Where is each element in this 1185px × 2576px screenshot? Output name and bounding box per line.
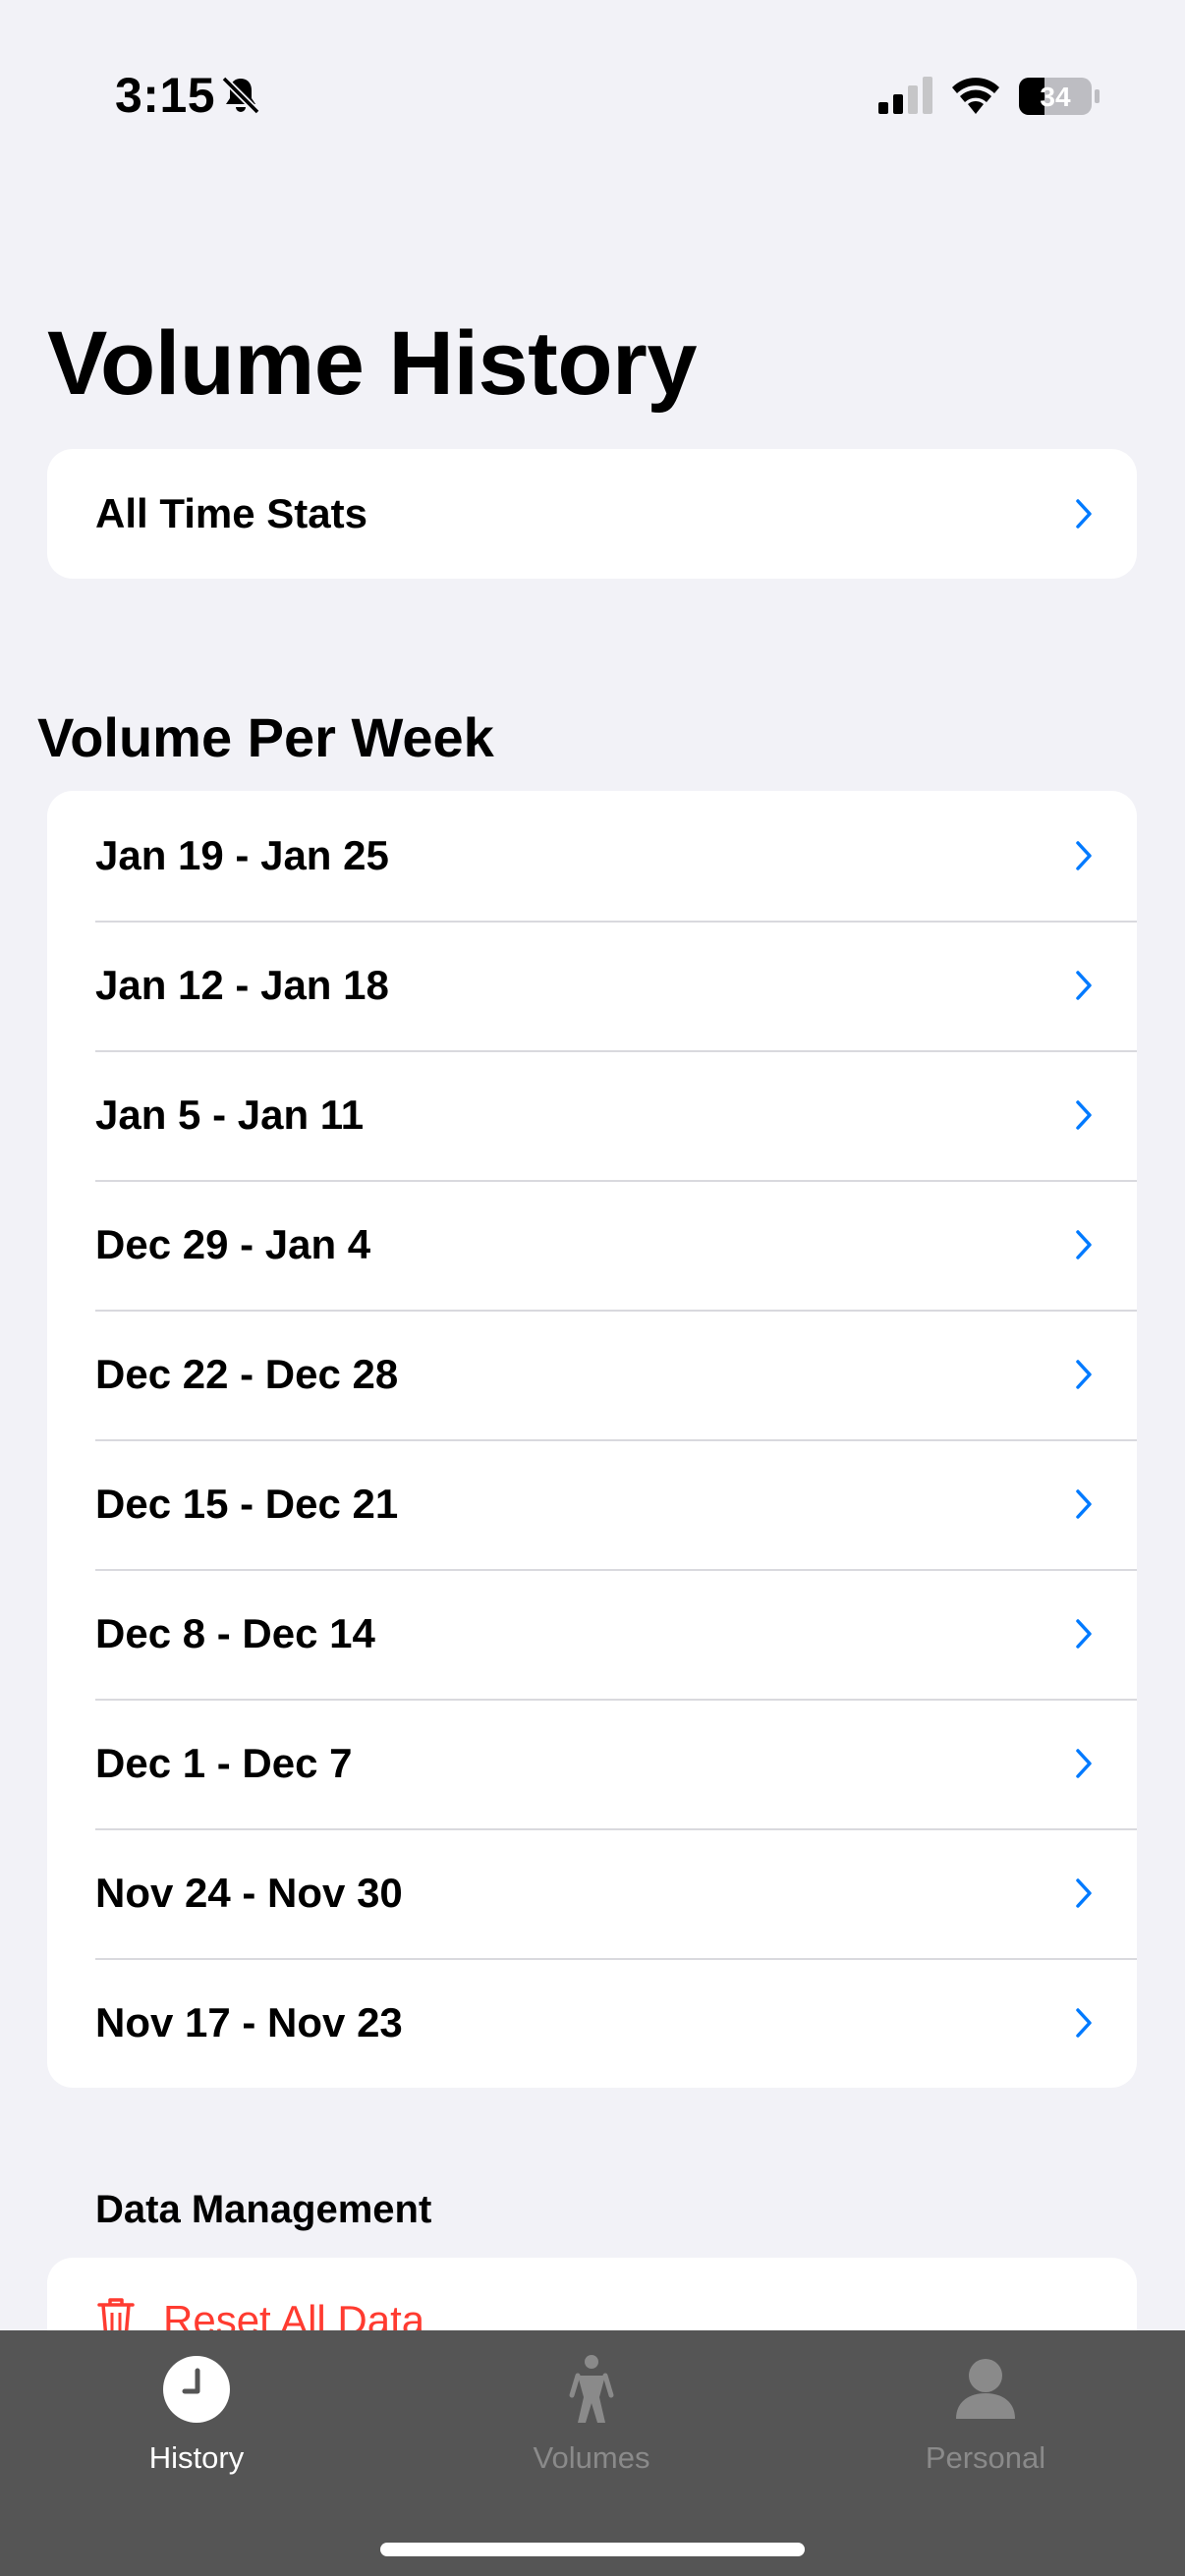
week-row[interactable]: Jan 12 - Jan 18: [47, 921, 1137, 1050]
chevron-right-icon: [1076, 1878, 1092, 1908]
figure-icon: [569, 2355, 614, 2423]
section-header-volume-per-week: Volume Per Week: [37, 706, 494, 768]
chevron-right-icon: [1076, 1230, 1092, 1260]
week-row[interactable]: Nov 24 - Nov 30: [47, 1828, 1137, 1958]
all-time-stats-row[interactable]: All Time Stats: [47, 449, 1137, 579]
week-row[interactable]: Dec 1 - Dec 7: [47, 1699, 1137, 1828]
week-label: Dec 8 - Dec 14: [95, 1610, 375, 1656]
chevron-right-icon: [1076, 1360, 1092, 1389]
chevron-right-icon: [1076, 499, 1092, 529]
tab-label: History: [148, 2440, 245, 2475]
chevron-right-icon: [1076, 2008, 1092, 2038]
tab-personal[interactable]: Personal: [838, 2330, 1133, 2507]
week-label: Dec 22 - Dec 28: [95, 1351, 399, 1397]
battery-icon: 34: [1019, 78, 1100, 115]
home-indicator: [380, 2543, 805, 2556]
week-row[interactable]: Nov 17 - Nov 23: [47, 1958, 1137, 2088]
week-row[interactable]: Jan 5 - Jan 11: [47, 1050, 1137, 1180]
tab-bar: History Volumes Personal: [0, 2330, 1185, 2576]
person-icon: [956, 2359, 1015, 2419]
chevron-right-icon: [1076, 1489, 1092, 1519]
clock-icon: [163, 2356, 230, 2423]
battery-level: 34: [1040, 82, 1071, 112]
week-row[interactable]: Dec 29 - Jan 4: [47, 1180, 1137, 1310]
week-label: Dec 15 - Dec 21: [95, 1481, 399, 1527]
cellular-signal-icon: [878, 77, 932, 114]
week-row[interactable]: Dec 8 - Dec 14: [47, 1569, 1137, 1699]
tab-label: Volumes: [533, 2440, 650, 2475]
chevron-right-icon: [1076, 1100, 1092, 1130]
chevron-right-icon: [1076, 971, 1092, 1000]
week-label: Nov 17 - Nov 23: [95, 1999, 403, 2045]
chevron-right-icon: [1076, 1749, 1092, 1778]
week-row[interactable]: Jan 19 - Jan 25: [47, 791, 1137, 921]
week-row[interactable]: Dec 22 - Dec 28: [47, 1310, 1137, 1439]
section-header-data-management: Data Management: [95, 2188, 432, 2231]
week-label: Jan 5 - Jan 11: [95, 1092, 365, 1138]
tab-volumes[interactable]: Volumes: [444, 2330, 739, 2507]
status-time: 3:15: [115, 68, 216, 123]
page-title: Volume History: [47, 313, 698, 414]
week-label: Jan 19 - Jan 25: [95, 832, 389, 878]
tab-history[interactable]: History: [49, 2330, 344, 2507]
bell-slash-icon: [221, 76, 260, 115]
weekly-list: Jan 19 - Jan 25 Jan 12 - Jan 18 Jan 5 - …: [47, 791, 1137, 2088]
tab-label: Personal: [925, 2440, 1046, 2475]
week-label: Nov 24 - Nov 30: [95, 1870, 403, 1916]
week-label: Dec 29 - Jan 4: [95, 1221, 371, 1267]
wifi-icon: [952, 78, 999, 114]
row-label: All Time Stats: [95, 490, 367, 536]
week-row[interactable]: Dec 15 - Dec 21: [47, 1439, 1137, 1569]
chevron-right-icon: [1076, 1619, 1092, 1649]
chevron-right-icon: [1076, 841, 1092, 870]
week-label: Jan 12 - Jan 18: [95, 962, 389, 1008]
week-label: Dec 1 - Dec 7: [95, 1740, 353, 1786]
status-bar: 3:15 34: [0, 0, 1185, 147]
all-time-card: All Time Stats: [47, 449, 1137, 579]
